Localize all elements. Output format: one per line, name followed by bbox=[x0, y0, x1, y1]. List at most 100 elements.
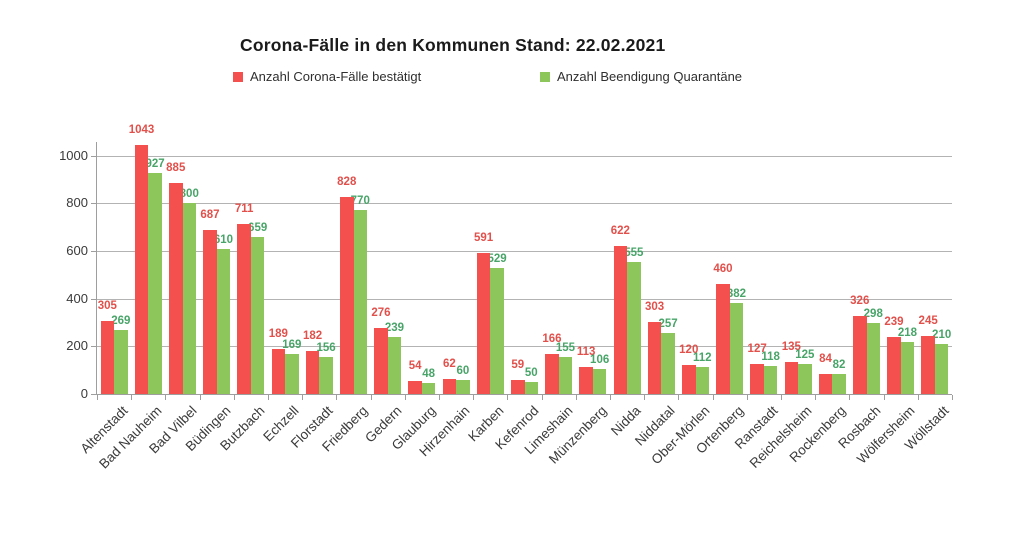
bar-confirmed-echzell bbox=[271, 348, 286, 394]
bar-quarantine-ended-florstadt bbox=[319, 356, 333, 394]
bar-value-label-ober-mörlen: 120 bbox=[679, 344, 699, 357]
bar-quarantine-ended-münzenberg bbox=[592, 368, 607, 394]
bar-value-label-echzell: 189 bbox=[268, 327, 288, 340]
bar-value-label-butzbach: 711 bbox=[234, 203, 254, 216]
bar-quarantine-ended-glauburg bbox=[421, 382, 436, 394]
gridline-800 bbox=[97, 203, 952, 205]
bar-confirmed-niddatal bbox=[647, 321, 662, 394]
y-axis-tick-0 bbox=[91, 394, 97, 395]
bar-confirmed-gedern bbox=[374, 328, 388, 394]
y-axis-label-800: 800 bbox=[66, 195, 88, 211]
legend-item-confirmed[interactable]: Anzahl Corona-Fälle bestätigt bbox=[233, 69, 421, 84]
bar-quarantine-ended-niddatal bbox=[661, 332, 675, 394]
gridline-1000 bbox=[97, 155, 952, 157]
bar-confirmed-reichelsheim bbox=[784, 361, 799, 394]
legend-item-quarantine-ended[interactable]: Anzahl Beendigung Quarantäne bbox=[540, 69, 742, 84]
x-axis-tick bbox=[507, 395, 509, 400]
bar-quarantine-ended-limeshain bbox=[558, 357, 573, 394]
bar-confirmed-glauburg bbox=[408, 381, 422, 394]
bar-confirmed-wöllstadt bbox=[921, 335, 935, 394]
y-axis-tick-400 bbox=[91, 298, 97, 300]
bar-quarantine-ended-altenstadt bbox=[114, 329, 128, 394]
bar-quarantine-ended-ober-mörlen bbox=[695, 367, 709, 394]
bar-value-label-rosbach: 298 bbox=[863, 307, 883, 320]
bar-value-label-büdingen: 687 bbox=[200, 209, 220, 222]
bar-quarantine-ended-büdingen bbox=[216, 248, 231, 394]
bar-quarantine-ended-gedern bbox=[387, 336, 402, 394]
bar-quarantine-ended-karben bbox=[490, 267, 504, 394]
bar-quarantine-ended-ortenberg bbox=[729, 302, 744, 394]
x-axis-tick bbox=[781, 395, 782, 400]
bar-confirmed-karben bbox=[476, 253, 491, 394]
y-axis-label-0: 0 bbox=[80, 386, 88, 401]
bar-quarantine-ended-nidda bbox=[627, 261, 641, 394]
bar-value-label-friedberg: 770 bbox=[350, 195, 370, 208]
bar-confirmed-ortenberg bbox=[716, 284, 730, 394]
gridline-200 bbox=[97, 346, 952, 348]
bar-value-label-reichelsheim: 125 bbox=[795, 349, 815, 362]
x-axis-tick bbox=[541, 395, 543, 400]
bar-value-label-florstadt: 156 bbox=[316, 341, 336, 354]
bar-quarantine-ended-bad-vilbel bbox=[182, 203, 196, 394]
bar-value-label-altenstadt: 269 bbox=[111, 314, 131, 327]
bar-confirmed-ranstadt bbox=[750, 363, 764, 394]
bar-value-label-reichelsheim: 135 bbox=[781, 340, 801, 353]
bar-quarantine-ended-reichelsheim bbox=[798, 364, 812, 394]
x-axis-tick bbox=[439, 395, 440, 400]
bar-value-label-wöllstadt: 210 bbox=[932, 328, 952, 341]
bar-value-label-florstadt: 182 bbox=[302, 329, 323, 342]
bar-confirmed-butzbach bbox=[237, 224, 251, 394]
y-axis-line bbox=[96, 142, 97, 395]
x-axis-tick bbox=[199, 395, 201, 400]
bar-confirmed-ober-mörlen bbox=[682, 365, 696, 394]
bar-value-label-wölfersheim: 218 bbox=[897, 327, 918, 339]
bar-value-label-altenstadt: 305 bbox=[97, 300, 117, 313]
bar-value-label-kefenrod: 59 bbox=[511, 358, 525, 371]
bar-confirmed-limeshain bbox=[545, 354, 559, 394]
bar-value-label-hirzenhain: 60 bbox=[456, 364, 470, 377]
bar-quarantine-ended-bad-nauheim bbox=[148, 172, 162, 394]
bar-quarantine-ended-wöllstadt bbox=[934, 343, 949, 394]
x-axis-tick bbox=[575, 395, 577, 400]
bar-value-label-niddatal: 303 bbox=[644, 300, 665, 313]
legend-swatch-confirmed-icon bbox=[233, 71, 243, 82]
bar-confirmed-friedberg bbox=[340, 196, 354, 394]
y-axis-tick-800 bbox=[91, 203, 97, 205]
bar-value-label-bad-nauheim: 927 bbox=[145, 157, 165, 170]
y-axis-label-600: 600 bbox=[66, 242, 88, 258]
bar-value-label-niddatal: 257 bbox=[658, 317, 678, 330]
bar-value-label-bad-nauheim: 1043 bbox=[128, 124, 155, 137]
bar-quarantine-ended-butzbach bbox=[250, 236, 265, 394]
bar-confirmed-hirzenhain bbox=[442, 379, 457, 394]
bar-quarantine-ended-friedberg bbox=[353, 210, 367, 394]
x-axis-tick bbox=[473, 395, 475, 400]
x-axis-tick bbox=[746, 395, 748, 400]
x-axis-tick bbox=[712, 395, 714, 400]
x-axis-tick bbox=[336, 395, 338, 400]
y-axis-label-1000: 1000 bbox=[59, 147, 88, 163]
legend-label-confirmed: Anzahl Corona-Fälle bestätigt bbox=[250, 69, 422, 84]
bar-value-label-butzbach: 659 bbox=[248, 221, 268, 234]
bar-value-label-kefenrod: 50 bbox=[524, 367, 538, 380]
x-axis-line bbox=[97, 394, 952, 395]
y-axis-label-200: 200 bbox=[66, 338, 88, 354]
bar-value-label-ranstadt: 127 bbox=[747, 342, 767, 355]
x-axis-tick bbox=[233, 395, 235, 400]
bar-value-label-karben: 591 bbox=[473, 232, 494, 245]
bar-value-label-nidda: 555 bbox=[624, 246, 644, 259]
bar-value-label-nidda: 622 bbox=[610, 224, 630, 237]
x-axis-tick bbox=[849, 395, 851, 400]
bar-confirmed-kefenrod bbox=[511, 379, 525, 394]
x-axis-tick bbox=[952, 395, 953, 400]
bar-value-label-rockenberg: 82 bbox=[832, 359, 846, 372]
bar-quarantine-ended-rosbach bbox=[866, 322, 880, 394]
bar-value-label-wöllstadt: 245 bbox=[918, 314, 938, 327]
bar-value-label-limeshain: 155 bbox=[555, 342, 576, 355]
legend-label-quarantine-ended: Anzahl Beendigung Quarantäne bbox=[557, 69, 743, 84]
bar-value-label-ober-mörlen: 112 bbox=[692, 352, 712, 365]
bar-quarantine-ended-hirzenhain bbox=[456, 379, 470, 394]
x-axis-tick bbox=[97, 395, 98, 400]
bar-value-label-gedern: 276 bbox=[371, 307, 391, 320]
bar-value-label-limeshain: 166 bbox=[542, 333, 562, 346]
